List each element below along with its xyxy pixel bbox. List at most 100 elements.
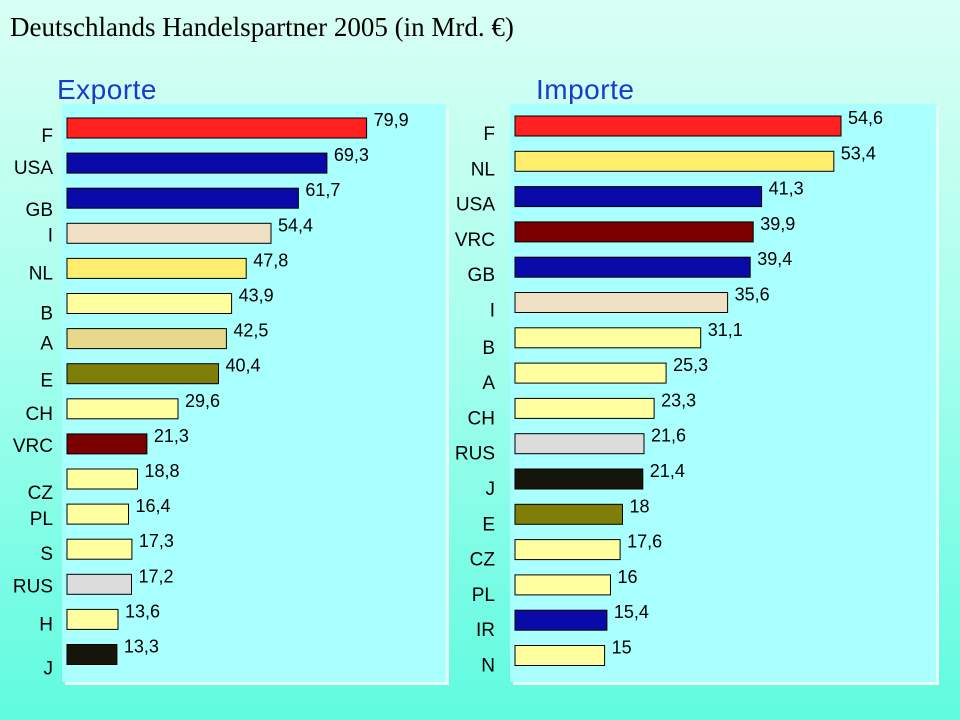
exporte-category-label: B <box>40 304 53 325</box>
importe-bar <box>514 397 655 419</box>
importe-bar <box>514 327 702 349</box>
exporte-value-label: 18,8 <box>145 461 180 481</box>
importe-bar <box>514 221 754 243</box>
exporte-bar <box>66 293 233 314</box>
exporte-bar <box>66 257 247 279</box>
exporte-value-label: 61,7 <box>305 180 340 200</box>
importe-bar <box>514 645 606 666</box>
importe-category-label: RUS <box>455 444 495 465</box>
exporte-category-label: E <box>40 371 53 392</box>
exporte-value-label: 40,4 <box>226 356 261 376</box>
exporte-bar <box>66 538 133 560</box>
importe-value-label: 17,6 <box>627 532 662 552</box>
importe-value-label: 39,9 <box>760 214 795 234</box>
importe-category-label: F <box>483 124 495 145</box>
importe-chart: F 54,6 NL 53,4 USA 41,3 VRC 39,9 GB 39,4 I 35,6 B 31,… <box>455 108 883 677</box>
importe-value-label: 23,3 <box>661 390 696 410</box>
exporte-bar <box>66 468 138 490</box>
importe-value-label: 53,4 <box>841 143 876 163</box>
importe-value-label: 39,4 <box>757 249 792 269</box>
exporte-value-label: 17,3 <box>139 531 174 551</box>
exporte-bar <box>66 363 219 385</box>
importe-bar <box>514 115 842 137</box>
exporte-category-label: S <box>40 544 53 565</box>
exporte-bar <box>66 573 132 595</box>
importe-value-label: 54,6 <box>848 108 883 128</box>
importe-bar <box>514 362 667 384</box>
importe-bar <box>514 150 835 172</box>
importe-category-label: PL <box>472 585 495 606</box>
importe-category-label: NL <box>471 159 495 180</box>
importe-bar <box>514 292 729 313</box>
importe-category-label: USA <box>456 195 495 216</box>
importe-bar <box>514 186 763 208</box>
importe-bar <box>514 609 608 631</box>
exporte-category-label: I <box>48 225 53 246</box>
importe-value-label: 18 <box>630 496 650 516</box>
exporte-bar <box>66 433 148 455</box>
importe-bar <box>514 256 751 278</box>
exporte-category-label: CZ <box>28 483 54 504</box>
importe-value-label: 16 <box>618 567 638 587</box>
exporte-value-label: 54,4 <box>278 215 313 235</box>
exporte-title: Exporte <box>57 74 157 105</box>
exporte-value-label: 69,3 <box>334 145 369 165</box>
exporte-bar <box>66 187 299 209</box>
importe-value-label: 25,3 <box>673 355 708 375</box>
importe-category-label: J <box>486 479 496 500</box>
importe-bar <box>514 503 623 525</box>
exporte-bar <box>66 503 129 525</box>
importe-bar <box>514 539 621 561</box>
importe-value-label: 21,4 <box>650 461 685 481</box>
exporte-value-label: 21,3 <box>154 426 189 446</box>
importe-category-label: N <box>481 656 495 677</box>
importe-category-label: VRC <box>455 230 495 251</box>
exporte-value-label: 16,4 <box>136 496 171 516</box>
exporte-value-label: 17,2 <box>139 566 174 586</box>
importe-title: Importe <box>536 74 635 105</box>
exporte-category-label: F <box>41 126 53 147</box>
exporte-category-label: NL <box>29 263 53 284</box>
page-title: Deutschlands Handelspartner 2005 (in Mrd… <box>10 12 514 42</box>
importe-value-label: 15,4 <box>614 602 649 622</box>
importe-category-label: B <box>482 338 495 359</box>
exporte-value-label: 79,9 <box>374 110 409 130</box>
exporte-category-label: PL <box>30 509 53 530</box>
exporte-bar <box>66 222 272 244</box>
importe-value-label: 15 <box>612 638 632 658</box>
exporte-category-label: CH <box>26 404 53 425</box>
exporte-bar <box>66 117 368 139</box>
exporte-bar <box>66 608 119 630</box>
importe-bar <box>514 574 611 596</box>
exporte-category-label: H <box>39 614 53 635</box>
exporte-bar <box>66 152 328 174</box>
exporte-category-label: RUS <box>13 576 53 597</box>
exporte-bar <box>66 644 118 665</box>
importe-bar <box>514 468 644 490</box>
importe-value-label: 35,6 <box>735 285 770 305</box>
importe-category-label: CZ <box>470 550 496 571</box>
importe-category-label: IR <box>476 620 495 641</box>
exporte-category-label: GB <box>26 200 53 221</box>
importe-value-label: 41,3 <box>769 179 804 199</box>
exporte-value-label: 42,5 <box>233 321 268 341</box>
importe-value-label: 21,6 <box>651 426 686 446</box>
exporte-value-label: 13,6 <box>125 601 160 621</box>
exporte-category-label: VRC <box>13 436 53 457</box>
importe-category-label: GB <box>468 265 495 286</box>
importe-bar <box>514 433 645 455</box>
importe-category-label: A <box>482 373 495 394</box>
exporte-bar <box>66 398 179 420</box>
importe-category-label: CH <box>468 408 495 429</box>
exporte-value-label: 47,8 <box>253 250 288 270</box>
exporte-value-label: 29,6 <box>185 391 220 411</box>
importe-value-label: 31,1 <box>708 320 743 340</box>
exporte-category-label: USA <box>14 158 53 179</box>
exporte-value-label: 13,3 <box>124 637 159 657</box>
importe-category-label: E <box>482 514 495 535</box>
exporte-category-label: A <box>40 334 53 355</box>
exporte-chart: F 79,9 USA 69,3 GB 61,7 I 54,4 NL 47,8 B 43,9 A 42,5 E… <box>13 110 409 680</box>
exporte-value-label: 43,9 <box>239 286 274 306</box>
importe-category-label: I <box>490 301 495 322</box>
exporte-bar <box>66 328 227 350</box>
